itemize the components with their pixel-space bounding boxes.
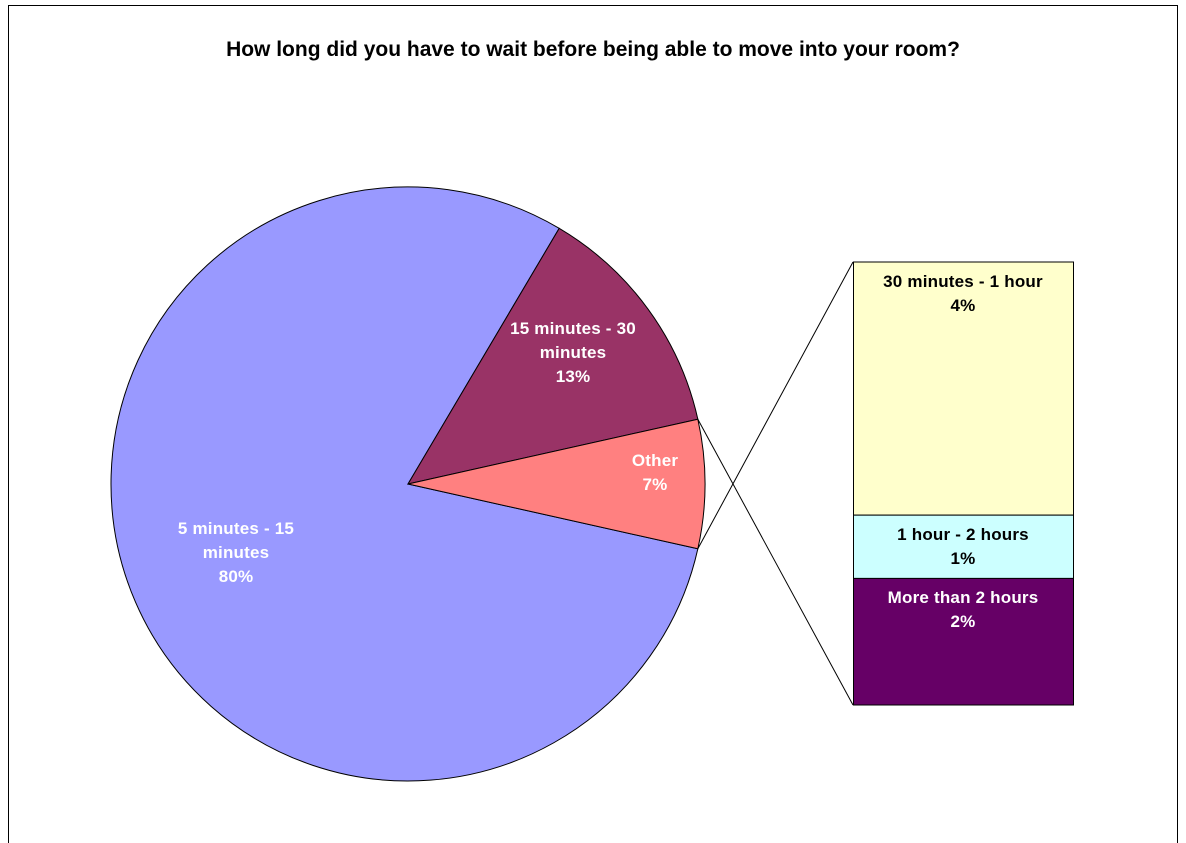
bar-segment xyxy=(853,261,1074,516)
slice-value-label: 7% xyxy=(642,475,668,494)
slice-value-label: 13% xyxy=(555,367,591,386)
pie-slice xyxy=(406,227,699,485)
bar-label: 1 hour - 2 hours xyxy=(897,525,1029,545)
slice-label: 5 minutes - 15 minutes xyxy=(177,519,295,562)
bar-label: More than 2 hours xyxy=(887,588,1039,608)
bar-label: 30 minutes - 1 hour xyxy=(883,272,1043,291)
chart-title: How long did you have to wait before bei… xyxy=(226,38,960,61)
slice-label: 15 minutes - 30 minutes xyxy=(510,319,636,362)
pie-slice xyxy=(407,418,706,550)
connector-line xyxy=(697,418,854,706)
bar-value-label: 1% xyxy=(950,549,976,569)
bar-segment xyxy=(853,514,1074,579)
pie-slice xyxy=(110,186,699,782)
connector-line xyxy=(697,261,854,550)
slice-label: Other xyxy=(631,451,679,470)
bar-value-label: 4% xyxy=(950,296,976,315)
bar-value-label: 2% xyxy=(950,612,976,632)
slice-value-label: 80% xyxy=(218,567,254,586)
bar-segment xyxy=(853,577,1074,706)
